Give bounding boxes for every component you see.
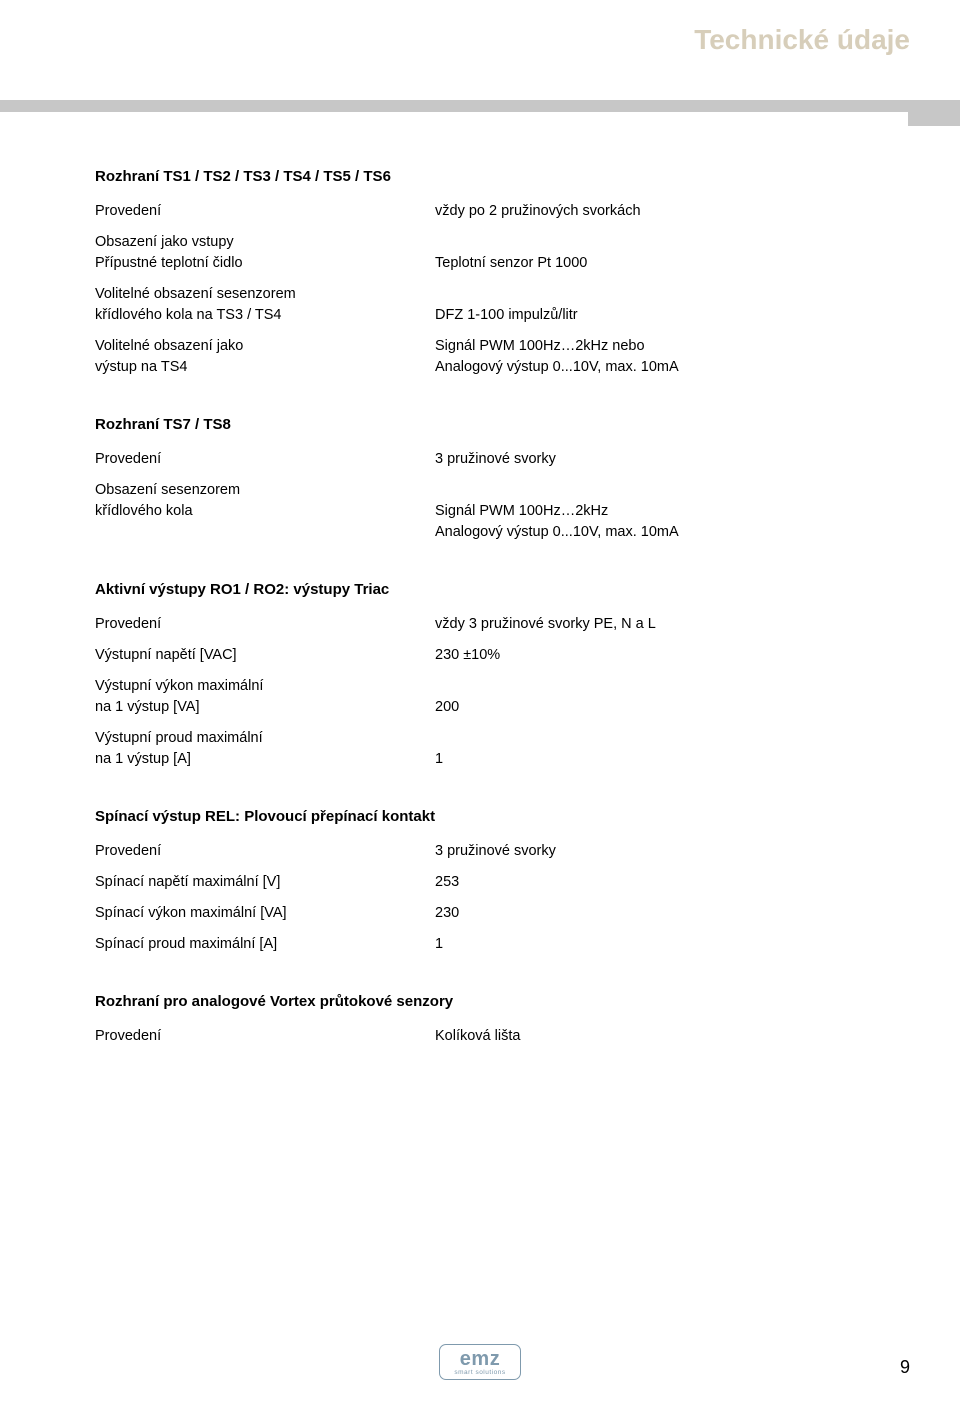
- section-rows: Provedení3 pružinové svorkySpínací napět…: [95, 841, 900, 955]
- section-rows: Provedenívždy po 2 pružinových svorkáchO…: [95, 201, 900, 378]
- section-title: Rozhraní pro analogové Vortex průtokové …: [95, 993, 900, 1010]
- spec-value: 253: [435, 872, 900, 893]
- spec-label: Výstupní proud maximální na 1 výstup [A]: [95, 728, 435, 770]
- spec-label: Provedení: [95, 614, 435, 635]
- spec-row: Výstupní výkon maximální na 1 výstup [VA…: [95, 676, 900, 718]
- spec-row: Provedení3 pružinové svorky: [95, 449, 900, 470]
- spec-row: Obsazení sesenzorem křídlového kola Sign…: [95, 480, 900, 543]
- spec-value: 230: [435, 903, 900, 924]
- footer: emz smart solutions: [0, 1344, 960, 1381]
- logo: emz smart solutions: [439, 1344, 520, 1381]
- spec-label: Provedení: [95, 449, 435, 470]
- spec-label: Spínací výkon maximální [VA]: [95, 903, 435, 924]
- page-header-title: Technické údaje: [694, 24, 910, 56]
- spec-label: Volitelné obsazení sesenzorem křídlového…: [95, 284, 435, 326]
- spec-label: Spínací napětí maximální [V]: [95, 872, 435, 893]
- section-ts1-ts6: Rozhraní TS1 / TS2 / TS3 / TS4 / TS5 / T…: [95, 168, 900, 378]
- section-ts7-ts8: Rozhraní TS7 / TS8 Provedení3 pružinové …: [95, 416, 900, 543]
- section-rel: Spínací výstup REL: Plovoucí přepínací k…: [95, 808, 900, 955]
- spec-label: Obsazení sesenzorem křídlového kola: [95, 480, 435, 543]
- spec-value: 230 ±10%: [435, 645, 900, 666]
- spec-row: Provedenívždy po 2 pružinových svorkách: [95, 201, 900, 222]
- spec-value: 3 pružinové svorky: [435, 841, 900, 862]
- spec-row: Výstupní napětí [VAC]230 ±10%: [95, 645, 900, 666]
- spec-row: Volitelné obsazení jako výstup na TS4Sig…: [95, 336, 900, 378]
- spec-value: Kolíková lišta: [435, 1026, 900, 1047]
- page-number: 9: [900, 1357, 910, 1378]
- spec-row: Provedení3 pružinové svorky: [95, 841, 900, 862]
- spec-row: Volitelné obsazení sesenzorem křídlového…: [95, 284, 900, 326]
- spec-label: Provedení: [95, 1026, 435, 1047]
- section-vortex: Rozhraní pro analogové Vortex průtokové …: [95, 993, 900, 1047]
- spec-label: Volitelné obsazení jako výstup na TS4: [95, 336, 435, 378]
- section-title: Spínací výstup REL: Plovoucí přepínací k…: [95, 808, 900, 825]
- spec-value: DFZ 1-100 impulzů/litr: [435, 284, 900, 326]
- spec-row: Obsazení jako vstupy Přípustné teplotní …: [95, 232, 900, 274]
- section-title: Rozhraní TS1 / TS2 / TS3 / TS4 / TS5 / T…: [95, 168, 900, 185]
- spec-row: Výstupní proud maximální na 1 výstup [A]…: [95, 728, 900, 770]
- spec-label: Spínací proud maximální [A]: [95, 934, 435, 955]
- spec-value: 1: [435, 728, 900, 770]
- spec-row: Spínací napětí maximální [V]253: [95, 872, 900, 893]
- spec-value: Teplotní senzor Pt 1000: [435, 232, 900, 274]
- spec-label: Obsazení jako vstupy Přípustné teplotní …: [95, 232, 435, 274]
- spec-row: Provedenívždy 3 pružinové svorky PE, N a…: [95, 614, 900, 635]
- divider-bar: [0, 100, 960, 112]
- spec-value: vždy po 2 pružinových svorkách: [435, 201, 900, 222]
- spec-value: Signál PWM 100Hz…2kHz Analogový výstup 0…: [435, 480, 900, 543]
- section-rows: Provedenívždy 3 pružinové svorky PE, N a…: [95, 614, 900, 770]
- logo-subtitle: smart solutions: [454, 1370, 505, 1377]
- section-rows: Provedení3 pružinové svorkyObsazení sese…: [95, 449, 900, 543]
- spec-label: Výstupní napětí [VAC]: [95, 645, 435, 666]
- spec-value: 200: [435, 676, 900, 718]
- section-ro1-ro2: Aktivní výstupy RO1 / RO2: výstupy Triac…: [95, 581, 900, 770]
- spec-row: ProvedeníKolíková lišta: [95, 1026, 900, 1047]
- main-content: Rozhraní TS1 / TS2 / TS3 / TS4 / TS5 / T…: [95, 168, 900, 1085]
- spec-label: Výstupní výkon maximální na 1 výstup [VA…: [95, 676, 435, 718]
- spec-label: Provedení: [95, 201, 435, 222]
- logo-text: emz: [460, 1348, 500, 1370]
- section-rows: ProvedeníKolíková lišta: [95, 1026, 900, 1047]
- spec-row: Spínací proud maximální [A]1: [95, 934, 900, 955]
- section-title: Rozhraní TS7 / TS8: [95, 416, 900, 433]
- section-title: Aktivní výstupy RO1 / RO2: výstupy Triac: [95, 581, 900, 598]
- spec-value: Signál PWM 100Hz…2kHz nebo Analogový výs…: [435, 336, 900, 378]
- spec-value: 1: [435, 934, 900, 955]
- spec-label: Provedení: [95, 841, 435, 862]
- spec-value: vždy 3 pružinové svorky PE, N a L: [435, 614, 900, 635]
- spec-value: 3 pružinové svorky: [435, 449, 900, 470]
- spec-row: Spínací výkon maximální [VA]230: [95, 903, 900, 924]
